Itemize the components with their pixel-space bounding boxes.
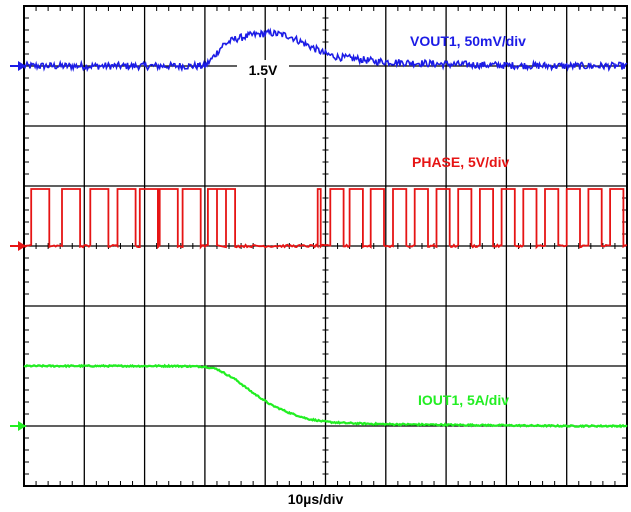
iout1-label: IOUT1, 5A/div [418, 392, 509, 408]
vout1-ref-label-bg [237, 60, 289, 78]
vout1-ref-label: 1.5V [249, 62, 278, 78]
channel-marker-arrow-icon [18, 421, 26, 431]
phase-trace [23, 188, 628, 250]
x-axis-label: 10µs/div [287, 491, 344, 507]
vout1-label: VOUT1, 50mV/div [410, 33, 526, 49]
vout1-trace [23, 27, 628, 73]
channel-marker-arrow-icon [18, 61, 26, 71]
channel-markers [10, 61, 26, 431]
channel-marker-arrow-icon [18, 241, 26, 251]
traces [23, 27, 628, 429]
iout1-trace [23, 363, 628, 429]
phase-label: PHASE, 5V/div [412, 154, 509, 170]
